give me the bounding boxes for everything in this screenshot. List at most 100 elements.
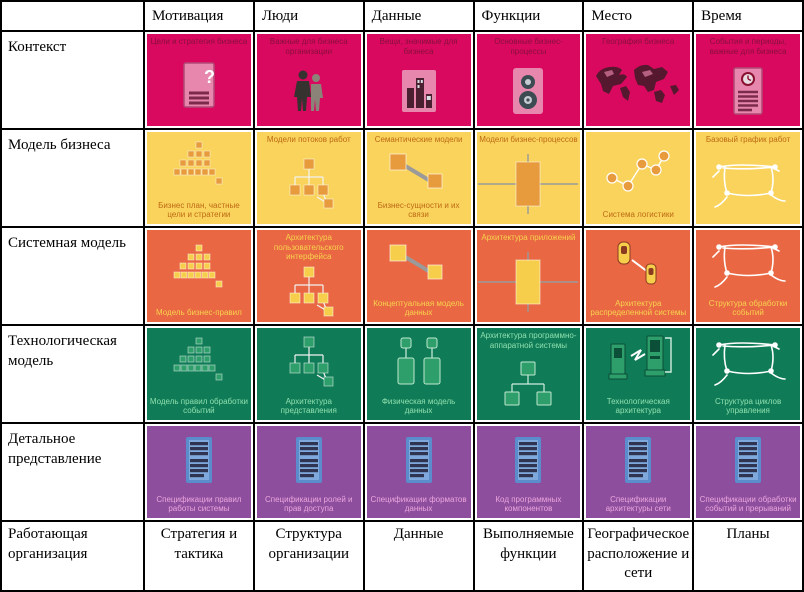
framework-cell[interactable]: Модели бизнес-процессов	[474, 130, 583, 226]
cell-block: География бизнеса	[586, 34, 691, 126]
framework-cell[interactable]: Физическая модель данных	[364, 326, 473, 422]
cell-caption-top: Модели потоков работ	[266, 135, 351, 144]
framework-cell[interactable]: Модель правил обработки событий	[145, 326, 253, 422]
framework-cell[interactable]: Цели и стратегия бизнеса ?	[145, 32, 253, 128]
linked-squares-icon	[367, 145, 471, 201]
column-header-3: Данные	[364, 2, 473, 30]
framework-cell[interactable]: Архитектура представления	[254, 326, 363, 422]
cell-block: Структура обработки событий	[696, 230, 800, 322]
cell-block: Архитектура представления	[256, 328, 361, 420]
pyramid-icon	[147, 328, 251, 397]
cell-block: События и периоды, важные для бизнеса	[696, 34, 800, 126]
cell-caption-bottom: Модель бизнес-правил	[156, 308, 242, 318]
cell-caption-top: Семантические модели	[374, 135, 463, 144]
framework-cell[interactable]: География бизнеса	[584, 32, 693, 128]
framework-cell[interactable]: Спецификации форматов данных	[364, 424, 473, 520]
pyramid-icon	[147, 230, 251, 308]
framework-cell[interactable]: Бизнес план, частные цели и стратегии	[145, 130, 253, 226]
framework-cell[interactable]: Структура циклов управления	[694, 326, 802, 422]
framework-cell[interactable]: Спецификации правил работы системы	[145, 424, 253, 520]
column-header-2: Люди	[254, 2, 363, 30]
spec-document-icon	[257, 426, 361, 495]
cell-caption-top: Архитектура приложений	[481, 233, 576, 242]
people-icon	[257, 56, 361, 126]
framework-cell[interactable]: Спецификации ролей и прав доступа	[254, 424, 363, 520]
svg-text:?: ?	[204, 67, 215, 87]
sketch-icon	[696, 328, 800, 397]
cell-block: Физическая модель данных	[366, 328, 471, 420]
framework-cell[interactable]: Технологическая архитектура	[584, 326, 693, 422]
cell-block: Структура циклов управления	[696, 328, 800, 420]
framework-cell[interactable]: Важные для бизнеса организации	[254, 32, 363, 128]
footer-cell-2: Структура организации	[254, 522, 363, 590]
footer-cell-3: Данные	[364, 522, 473, 590]
world-map-icon	[586, 47, 690, 126]
framework-cell[interactable]: Архитектура приложений	[474, 228, 583, 324]
cell-caption-top: География бизнеса	[602, 37, 675, 46]
spec-document-icon	[696, 426, 800, 495]
sketch-icon	[696, 230, 800, 299]
framework-cell[interactable]: Спецификации архитектуры сети	[584, 424, 693, 520]
framework-cell[interactable]: Архитектура пользовательского интерфейса	[254, 228, 363, 324]
cell-caption-bottom: Модель правил обработки событий	[149, 396, 249, 416]
cell-caption-bottom: Структура циклов управления	[714, 396, 782, 416]
cell-block: Основные бизнес-процессы	[476, 34, 581, 126]
tree-icon	[477, 350, 581, 420]
footer-cell-4: Выполняемые функции	[474, 522, 583, 590]
framework-cell[interactable]: Вещи, значимые для бизнеса	[364, 32, 473, 128]
data-blocks-icon	[367, 328, 471, 397]
row-label: Детальное представление	[2, 424, 143, 520]
footer-cell-5: Географическое расположение и сети	[584, 522, 693, 590]
cell-caption-top: Модели бизнес-процессов	[479, 135, 578, 144]
process-block-icon	[477, 243, 581, 322]
document-question-icon: ?	[147, 47, 251, 126]
cell-block: Архитектура программно-аппаратной систем…	[476, 328, 581, 420]
framework-cell[interactable]: Модели потоков работ	[254, 130, 363, 226]
cell-block: Спецификации обработки событий и прерыва…	[696, 426, 800, 518]
framework-cell[interactable]: Архитектура программно-аппаратной систем…	[474, 326, 583, 422]
framework-cell[interactable]: Код программных компонентов	[474, 424, 583, 520]
cell-caption-bottom: Бизнес-сущности и их связи	[377, 200, 460, 220]
cell-caption-top: Важные для бизнеса организации	[269, 37, 348, 56]
cell-block: Цели и стратегия бизнеса ?	[147, 34, 251, 126]
cell-caption-bottom: Система логистики	[602, 210, 674, 220]
cell-caption-top: Архитектура программно-аппаратной систем…	[480, 331, 577, 350]
framework-cell[interactable]: Семантические модели Бизнес-сущности и и…	[364, 130, 473, 226]
row-label: Технологическая модель	[2, 326, 143, 422]
cell-caption-top: Основные бизнес-процессы	[494, 37, 563, 56]
framework-cell[interactable]: Модель бизнес-правил	[145, 228, 253, 324]
cell-caption-bottom: Спецификации архитектуры сети	[605, 494, 671, 514]
cell-block: Код программных компонентов	[476, 426, 581, 518]
cell-block: Спецификации ролей и прав доступа	[256, 426, 361, 518]
cell-caption-bottom: Структура обработки событий	[708, 298, 788, 318]
column-header-5: Место	[584, 2, 693, 30]
org-chart-icon	[257, 328, 361, 397]
computers-icon	[586, 328, 690, 397]
row-label: Контекст	[2, 32, 143, 128]
framework-cell[interactable]: Спецификации обработки событий и прерыва…	[694, 424, 802, 520]
framework-cell[interactable]: События и периоды, важные для бизнеса	[694, 32, 802, 128]
cell-caption-top: Вещи, значимые для бизнеса	[379, 37, 458, 56]
framework-cell[interactable]: Архитектура распределенной системы	[584, 228, 693, 324]
framework-cell[interactable]: Основные бизнес-процессы	[474, 32, 583, 128]
footer-cell-1: Стратегия и тактика	[145, 522, 253, 590]
distributed-nodes-icon	[586, 230, 690, 299]
cell-block: Архитектура распределенной системы	[586, 230, 691, 322]
cell-caption-top: Базовый график работ	[705, 135, 791, 144]
cell-block: Модель правил обработки событий	[147, 328, 251, 420]
framework-cell[interactable]: Концептуальная модель данных	[364, 228, 473, 324]
corner-cell	[2, 2, 143, 30]
linked-squares-icon	[367, 230, 471, 299]
row-label: Системная модель	[2, 228, 143, 324]
framework-cell[interactable]: Базовый график работ	[694, 130, 802, 226]
cell-block: Семантические модели Бизнес-сущности и и…	[366, 132, 471, 224]
cell-caption-bottom: Код программных компонентов	[495, 494, 562, 514]
org-chart-icon	[257, 145, 361, 224]
framework-cell[interactable]: Структура обработки событий	[694, 228, 802, 324]
cell-caption-bottom: Бизнес план, частные цели и стратегии	[158, 200, 240, 220]
cell-caption-bottom: Архитектура представления	[280, 396, 337, 416]
framework-cell[interactable]: Система логистики	[584, 130, 693, 226]
cell-block: Модели бизнес-процессов	[476, 132, 581, 224]
footer-cell-6: Планы	[694, 522, 802, 590]
